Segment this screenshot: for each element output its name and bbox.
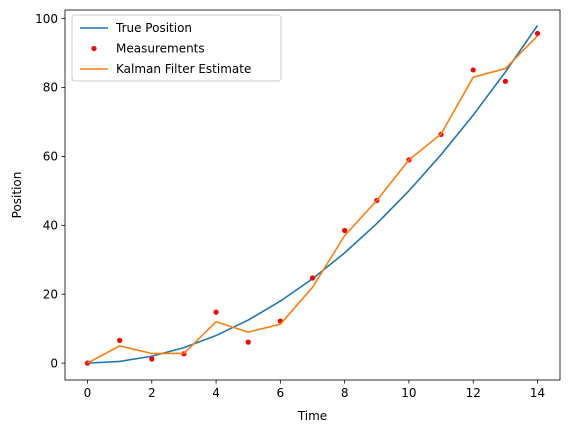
x-tick-label: 0: [84, 386, 92, 400]
measurement-point: [470, 67, 476, 73]
y-tick-label: 80: [43, 81, 58, 95]
plot-series: [84, 25, 541, 366]
x-tick-label: 2: [148, 386, 156, 400]
y-tick-label: 60: [43, 150, 58, 164]
x-tick-label: 14: [530, 386, 545, 400]
x-tick-label: 8: [341, 386, 349, 400]
measurement-point: [502, 78, 508, 84]
y-tick-label: 40: [43, 219, 58, 233]
measurement-point: [117, 337, 123, 343]
measurement-point: [213, 309, 219, 315]
y-tick-label: 100: [35, 12, 58, 26]
measurement-point: [245, 339, 251, 345]
legend-box: [71, 14, 282, 82]
x-tick-label: 10: [401, 386, 416, 400]
measurement-point: [149, 356, 155, 362]
measurement-point: [534, 30, 541, 37]
series-line-kalman-filter-estimate: [87, 35, 539, 364]
y-axis-label: Position: [10, 172, 24, 219]
x-tick-label: 12: [466, 386, 481, 400]
x-tick-label: 4: [212, 386, 220, 400]
y-axis-ticks: 0 20 40 60 80 100: [35, 12, 65, 370]
legend-label: Kalman Filter Estimate: [116, 62, 251, 76]
y-tick-label: 0: [50, 356, 58, 370]
x-tick-label: 6: [277, 386, 285, 400]
measurement-point: [309, 275, 316, 281]
legend-marker-swatch: [91, 45, 97, 52]
x-axis-ticks: 0 2 4 6 8 10 12 14: [84, 380, 545, 400]
legend-label: True Position: [115, 21, 192, 35]
legend-label: Measurements: [116, 42, 205, 56]
measurement-point: [342, 227, 348, 234]
x-axis-label: Time: [297, 409, 327, 423]
y-tick-label: 20: [43, 287, 58, 301]
plot-area-frame: [64, 9, 561, 381]
legend: True Position Measurements Kalman Filter E…: [71, 14, 282, 82]
